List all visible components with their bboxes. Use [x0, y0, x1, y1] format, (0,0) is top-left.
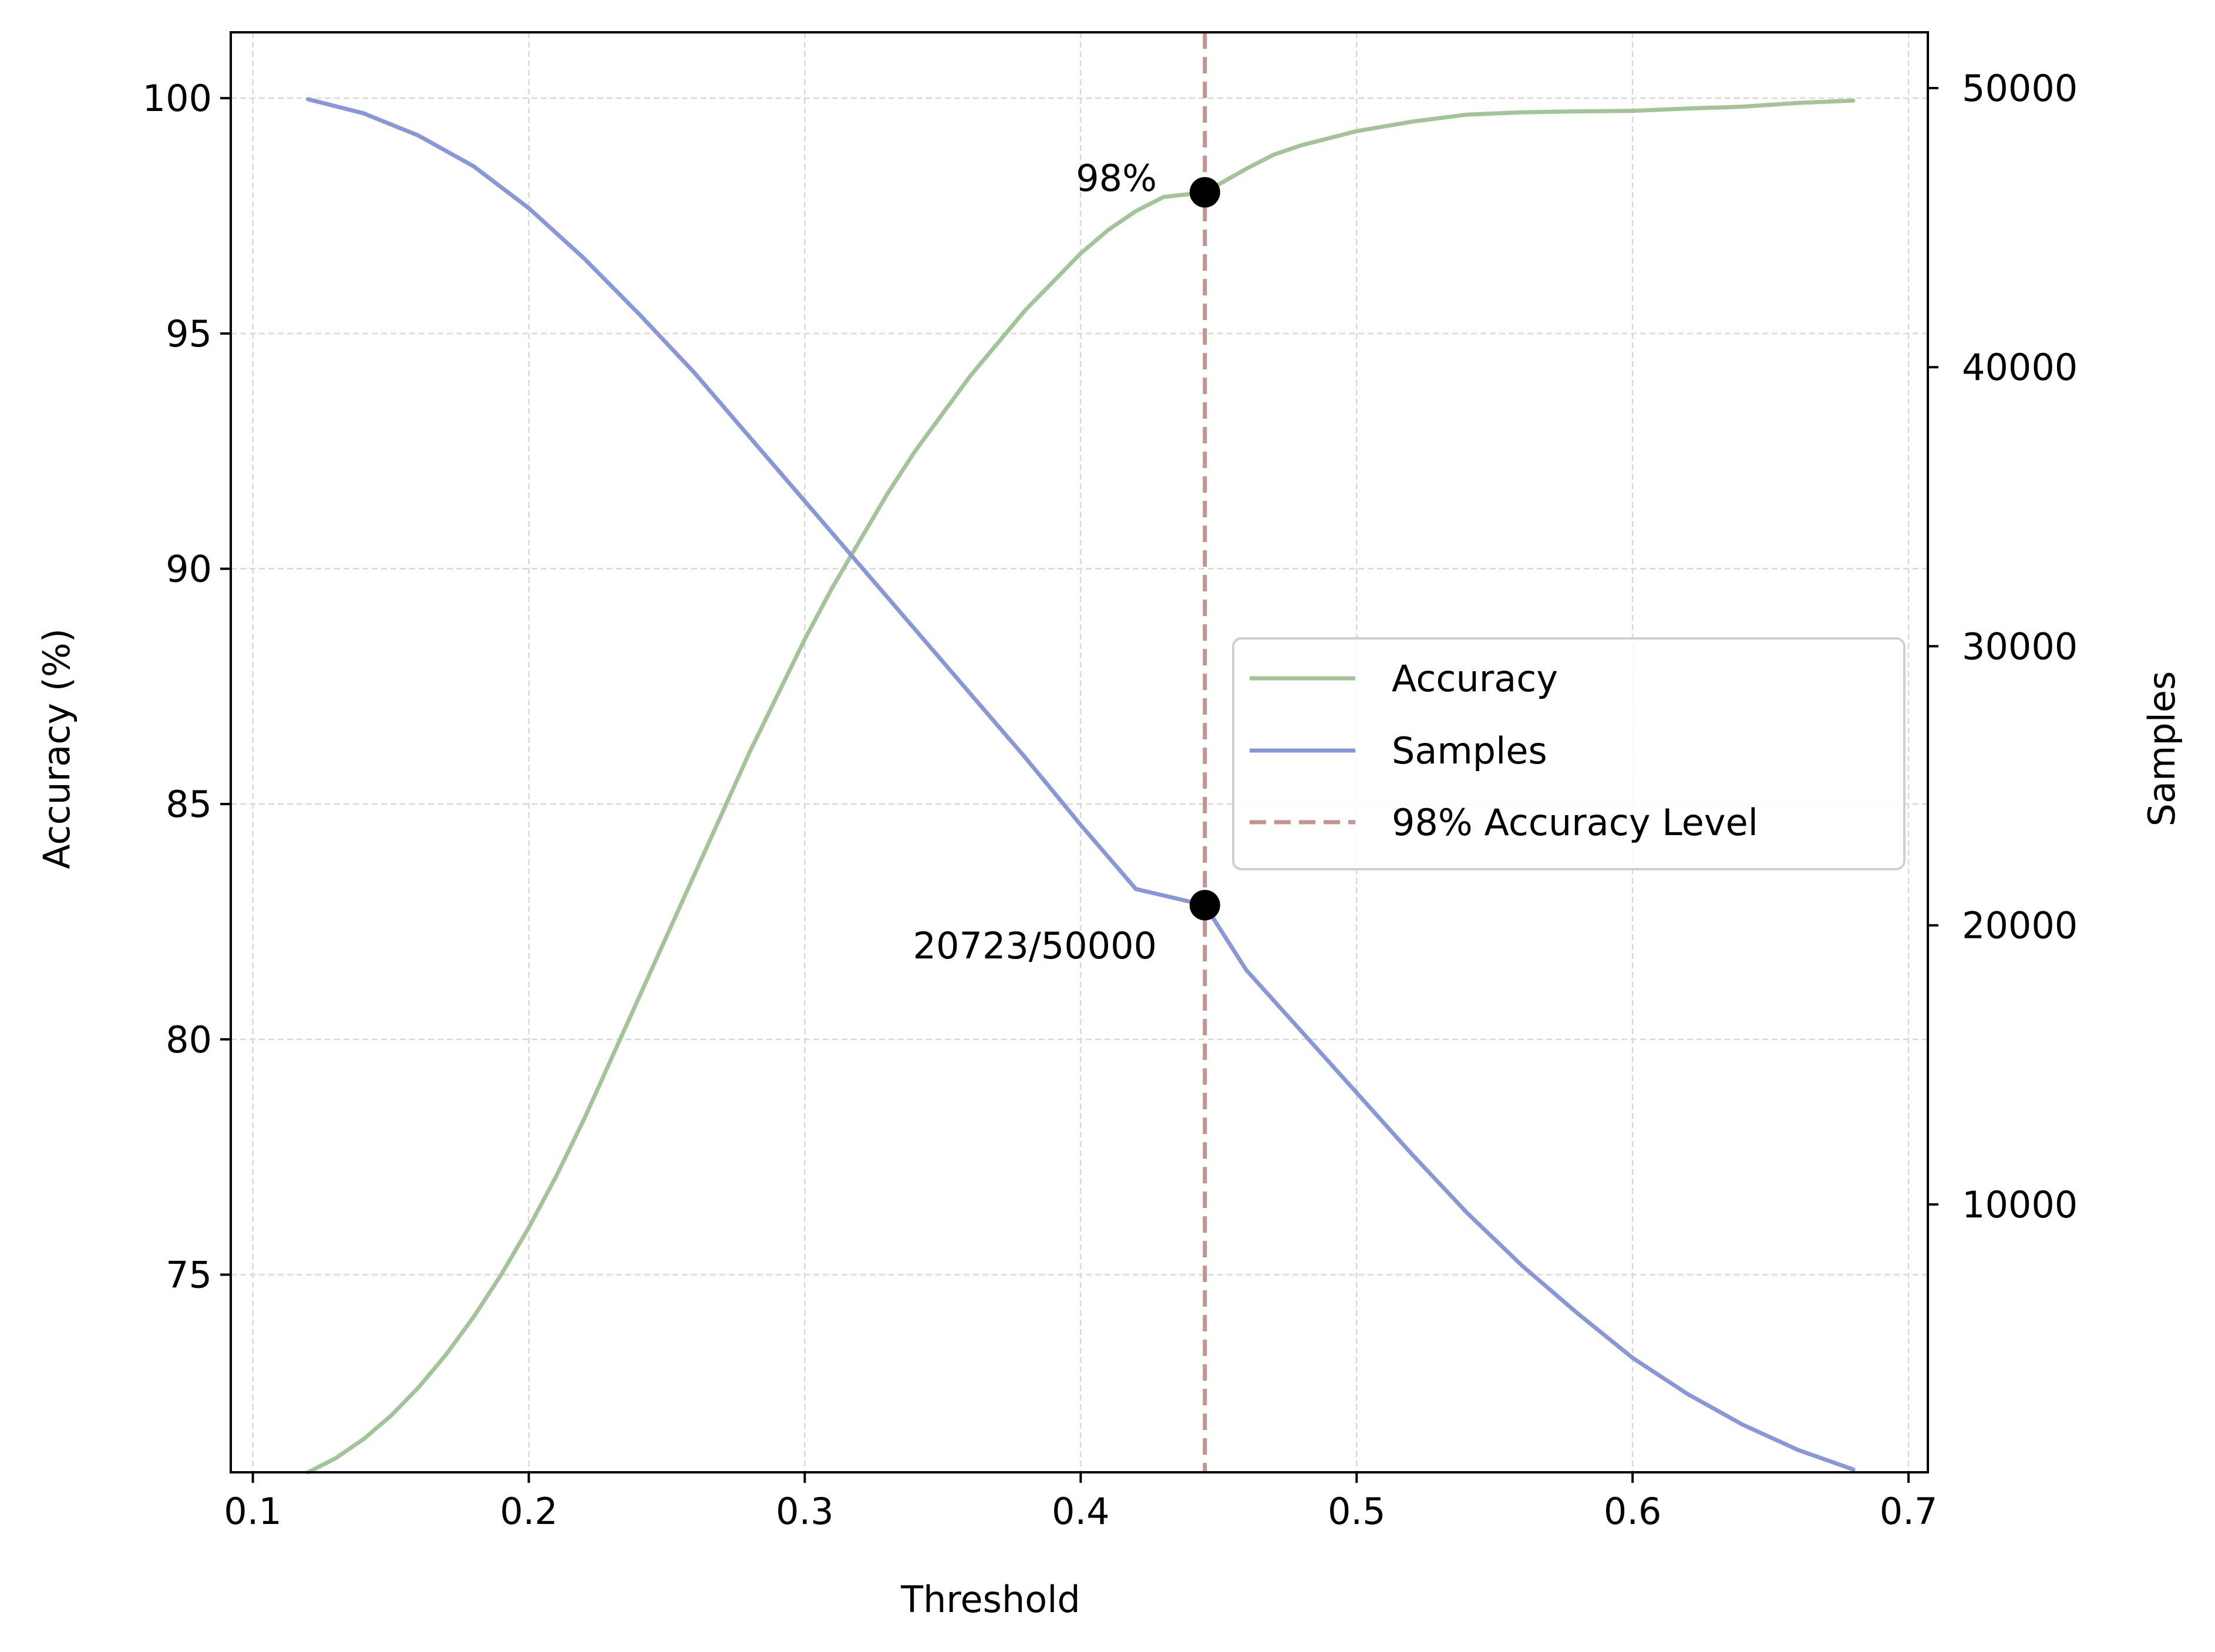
x-axis-title: Threshold: [900, 1578, 1080, 1621]
y-tick-label: 85: [166, 783, 212, 826]
axes: 0.1 0.2 0.3 0.4 0.5 0.6 0.7 75 80 85 90 95 100 10000 2…: [143, 67, 2078, 1533]
annotation-samples-label: 20723/50000: [913, 924, 1157, 967]
annotation-marker-samples: [1189, 890, 1220, 921]
x-tick-label: 0.4: [1052, 1490, 1110, 1533]
y-tick-label: 75: [166, 1253, 212, 1296]
y-tick-label: 80: [166, 1018, 212, 1061]
x-tick-label: 0.5: [1328, 1490, 1386, 1533]
legend-label-samples: Samples: [1392, 729, 1547, 772]
series-line-accuracy: [306, 98, 1856, 1475]
grid: [231, 32, 1928, 1472]
y-tick-label: 95: [166, 312, 212, 355]
y-axis-title: Accuracy (%): [35, 628, 78, 869]
y-tick-label: 90: [166, 547, 212, 590]
legend: Accuracy Samples 98% Accuracy Level: [1232, 637, 1906, 870]
x-tick-label: 0.2: [500, 1490, 558, 1533]
y2-tick-label: 30000: [1962, 625, 2078, 668]
y-tick-label: 100: [143, 77, 212, 120]
x-tick-label: 0.6: [1604, 1490, 1662, 1533]
plot-frame: [230, 31, 1929, 1473]
annotation-markers: [1189, 177, 1220, 921]
y2-tick-label: 10000: [1962, 1183, 2078, 1226]
series-layer: [306, 97, 1856, 1475]
y2-axis-title: Samples: [2140, 671, 2183, 827]
legend-label-reference-line: 98% Accuracy Level: [1392, 801, 1758, 844]
annotation-accuracy-label: 98%: [1076, 157, 1157, 200]
series-line-samples: [306, 97, 1856, 1472]
legend-label-accuracy: Accuracy: [1392, 657, 1558, 700]
y2-tick-label: 20000: [1962, 904, 2078, 947]
x-tick-label: 0.7: [1880, 1490, 1938, 1533]
annotation-marker-accuracy: [1189, 177, 1220, 208]
y2-tick-label: 40000: [1962, 346, 2078, 389]
y2-tick-label: 50000: [1962, 67, 2078, 110]
legend-box: [1232, 637, 1906, 870]
x-tick-label: 0.3: [776, 1490, 834, 1533]
x-tick-label: 0.1: [224, 1490, 282, 1533]
